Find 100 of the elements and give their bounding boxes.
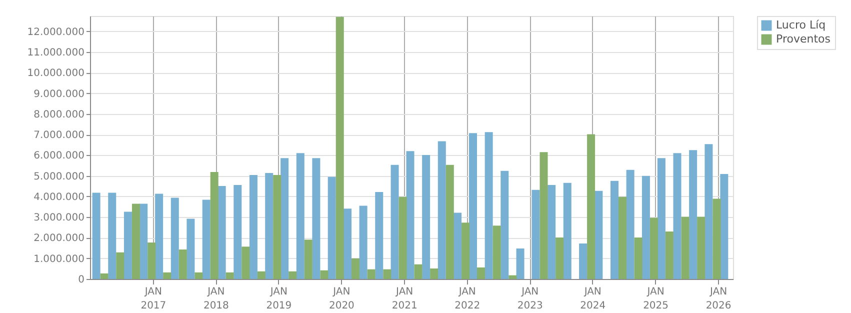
y-tick-label: 8.000.000 — [34, 109, 84, 120]
y-tick-label: 12.000.000 — [27, 26, 84, 38]
bar — [304, 240, 312, 279]
bar — [642, 176, 650, 279]
bar — [398, 196, 407, 279]
bar — [532, 190, 540, 279]
bar — [132, 204, 140, 279]
y-tick-label: 2.000.000 — [34, 233, 84, 244]
bar — [712, 198, 721, 279]
bar — [148, 242, 156, 279]
bar — [140, 204, 148, 279]
bar — [226, 272, 234, 279]
bar — [344, 208, 352, 279]
x-tick-label: JAN 2024 — [580, 286, 606, 312]
bar — [234, 184, 242, 279]
bar — [430, 268, 438, 279]
x-tick-label: JAN 2021 — [392, 286, 418, 312]
bar — [367, 269, 376, 279]
x-tick-label: JAN 2018 — [203, 286, 229, 312]
bar — [312, 158, 320, 279]
bar — [336, 16, 344, 279]
bar — [406, 151, 414, 279]
bar — [492, 226, 501, 279]
bar — [579, 244, 588, 279]
bar — [697, 216, 706, 279]
bar — [296, 153, 304, 279]
bar — [681, 216, 690, 279]
bar — [328, 176, 336, 279]
bar — [540, 152, 548, 279]
bar — [249, 175, 258, 279]
bar — [556, 238, 564, 279]
bar — [242, 246, 250, 279]
y-tick-label: 5.000.000 — [34, 171, 84, 182]
bar — [508, 275, 517, 279]
bar — [618, 196, 626, 279]
bar — [454, 212, 462, 279]
y-tick-label: 4.000.000 — [34, 192, 84, 203]
bar — [202, 200, 210, 279]
bar — [665, 232, 674, 279]
bar — [634, 238, 642, 279]
legend-label: Proventos — [776, 32, 831, 46]
bar — [469, 133, 478, 279]
x-tick-label: JAN 2026 — [706, 286, 732, 312]
bar — [186, 218, 195, 279]
legend-label: Lucro Líq — [776, 18, 826, 32]
bar — [477, 267, 486, 279]
bar — [352, 258, 360, 279]
bar — [155, 194, 164, 279]
bar — [280, 158, 289, 279]
x-tick-label: JAN 2025 — [643, 286, 669, 312]
bar — [163, 272, 172, 279]
bar — [375, 192, 384, 279]
bar — [116, 252, 124, 279]
bar — [359, 206, 368, 279]
bar — [320, 270, 328, 279]
y-tick-label: 3.000.000 — [34, 212, 84, 224]
bar — [273, 175, 282, 279]
bar — [500, 170, 509, 279]
bar — [563, 182, 572, 279]
y-tick-label: 10.000.000 — [27, 68, 84, 80]
bar — [587, 134, 596, 279]
bar — [124, 212, 132, 279]
bar — [594, 190, 603, 279]
bar — [610, 180, 618, 279]
bar — [446, 164, 454, 279]
x-tick-label: JAN 2017 — [140, 286, 166, 312]
bar — [462, 222, 470, 279]
y-tick-label: 11.000.000 — [27, 48, 84, 59]
bar — [390, 164, 399, 279]
bar — [383, 269, 392, 279]
bar — [288, 271, 297, 279]
bar — [650, 218, 658, 279]
bar — [689, 150, 698, 279]
x-tick-label: JAN 2022 — [454, 286, 480, 312]
y-tick-label: 9.000.000 — [34, 88, 84, 100]
bar — [257, 271, 266, 279]
bar — [194, 272, 203, 279]
bar — [704, 144, 713, 279]
bar — [265, 172, 274, 279]
bar — [218, 186, 226, 279]
bar — [100, 273, 108, 279]
x-tick-label: JAN 2023 — [517, 286, 543, 312]
y-tick-label: 1.000.000 — [34, 254, 84, 265]
bar — [170, 198, 179, 279]
bar — [414, 264, 422, 279]
bar — [626, 170, 634, 279]
bar — [108, 192, 116, 279]
bar — [516, 248, 524, 279]
y-tick-label: 6.000.000 — [34, 150, 84, 162]
y-tick-label: 0 — [78, 274, 84, 286]
bar — [657, 158, 666, 279]
bar — [422, 155, 430, 279]
bar — [720, 174, 728, 279]
y-tick-label: 7.000.000 — [34, 130, 84, 142]
bar — [673, 153, 682, 279]
bar — [210, 172, 218, 279]
bar — [92, 192, 100, 279]
x-tick-label: JAN 2019 — [266, 286, 292, 312]
x-tick-label: JAN 2020 — [328, 286, 354, 312]
bar — [548, 184, 556, 279]
